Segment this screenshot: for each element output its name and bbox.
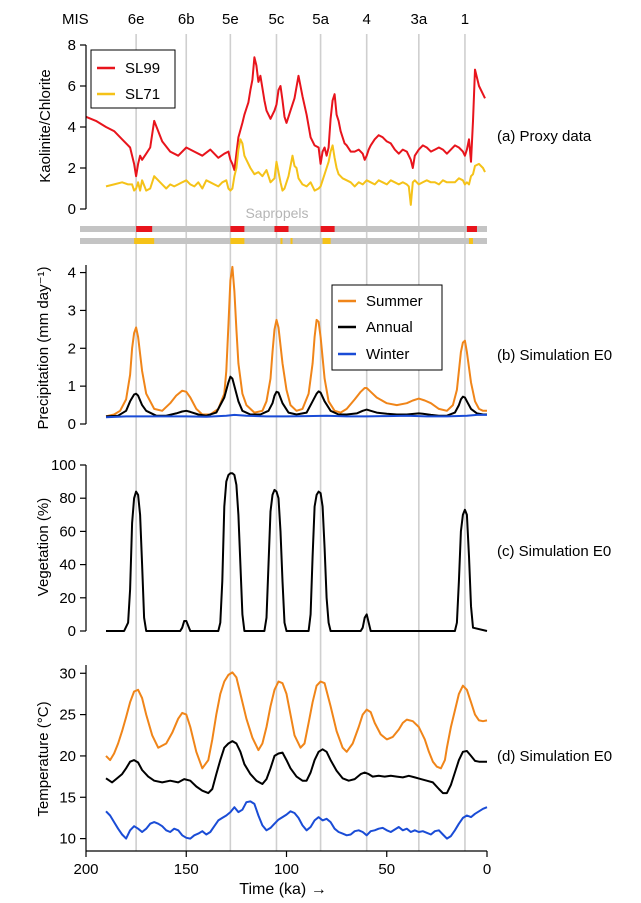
- legend-b-label-1: Annual: [366, 319, 413, 336]
- panel-d-label: (d) Simulation E0: [497, 748, 612, 765]
- y-tick-label-2-40: 40: [59, 557, 76, 574]
- mis-label-5a: 5a: [312, 11, 329, 28]
- sapropel-sl71-4: [322, 238, 331, 244]
- y-tick-label-1-1: 1: [68, 378, 76, 395]
- mis-label-6e: 6e: [128, 11, 145, 28]
- legend-b-label-0: Summer: [366, 293, 423, 310]
- legend-a-label-0: SL99: [125, 60, 160, 77]
- sapropel-sl71-2: [280, 238, 283, 244]
- y-tick-label-2-60: 60: [59, 523, 76, 540]
- sapropel-track-sl71: [80, 238, 487, 244]
- series-0-sl99: [85, 56, 486, 178]
- y-tick-label-3-25: 25: [59, 707, 76, 724]
- mis-label-5c: 5c: [269, 11, 285, 28]
- legend-a: SL99 SL71: [90, 49, 176, 109]
- axes: [80, 44, 488, 857]
- mis-label-6b: 6b: [178, 11, 195, 28]
- y-tick-label-3-20: 20: [59, 748, 76, 765]
- x-tick-label-50: 50: [378, 861, 395, 878]
- y-tick-label-0-6: 6: [68, 78, 76, 95]
- mis-header: MIS: [62, 11, 89, 28]
- panel-d-ylabel: Temperature (°C): [35, 701, 52, 816]
- y-tick-label-3-15: 15: [59, 789, 76, 806]
- y-tick-label-2-100: 100: [51, 457, 76, 474]
- y-tick-label-0-8: 8: [68, 37, 76, 54]
- y-tick-label-2-80: 80: [59, 490, 76, 507]
- sapropel-sl71-0: [134, 238, 155, 244]
- series-lines: [85, 56, 488, 840]
- y-tick-label-3-10: 10: [59, 831, 76, 848]
- sapropel-sl99-3: [320, 226, 335, 232]
- panel-b-label: (b) Simulation E0: [497, 347, 612, 364]
- y-tick-label-3-30: 30: [59, 665, 76, 682]
- legend-b: Summer Annual Winter: [331, 284, 443, 371]
- y-tick-label-2-20: 20: [59, 590, 76, 607]
- series-3-winter: [105, 800, 488, 840]
- series-2-line: [106, 472, 488, 632]
- y-tick-label-0-2: 2: [68, 160, 76, 177]
- x-axis-label: Time (ka) →: [239, 881, 326, 898]
- y-tick-label-2-0: 0: [68, 623, 76, 640]
- y-tick-label-0-0: 0: [68, 201, 76, 218]
- sapropel-sl99-1: [230, 226, 245, 232]
- sapropel-sl71-1: [230, 238, 245, 244]
- legend-b-label-2: Winter: [366, 346, 409, 363]
- series-0-sl71: [105, 138, 486, 206]
- labels: MIS Time (ka) → Sapropels (a) Proxy data…: [35, 11, 612, 898]
- legend-a-label-1: SL71: [125, 86, 160, 103]
- y-tick-label-0-4: 4: [68, 119, 76, 136]
- y-tick-label-1-4: 4: [68, 265, 76, 282]
- series-3-summer: [105, 671, 488, 770]
- panel-c-label: (c) Simulation E0: [497, 543, 611, 560]
- mis-label-5e: 5e: [222, 11, 239, 28]
- panel-c-ylabel: Vegetation (%): [35, 498, 52, 596]
- mis-label-4: 4: [363, 11, 371, 28]
- x-tick-label-150: 150: [174, 861, 199, 878]
- x-tick-label-0: 0: [483, 861, 491, 878]
- panel-a-ylabel: Kaolinite/Chlorite: [37, 69, 54, 182]
- sapropel-sl71-3: [290, 238, 293, 244]
- sapropels-label: Sapropels: [245, 205, 308, 221]
- y-tick-label-1-2: 2: [68, 340, 76, 357]
- sapropel-sl99-0: [136, 226, 153, 232]
- series-3-annual: [105, 740, 487, 795]
- sapropel-sl99-4: [466, 226, 477, 232]
- x-tick-label-100: 100: [274, 861, 299, 878]
- mis-label-1: 1: [461, 11, 469, 28]
- series-1-winter: [105, 413, 487, 419]
- panel-a-label: (a) Proxy data: [497, 128, 592, 145]
- series-1-summer: [105, 265, 487, 418]
- mis-label-3a: 3a: [410, 11, 427, 28]
- panel-b-ylabel: Precipitation (mm day⁻¹): [35, 267, 52, 430]
- sapropel-bars: [80, 226, 487, 244]
- sapropel-sl71-5: [468, 238, 473, 244]
- y-tick-label-1-0: 0: [68, 416, 76, 433]
- x-tick-label-200: 200: [73, 861, 98, 878]
- sapropel-sl99-2: [274, 226, 289, 232]
- y-tick-label-1-3: 3: [68, 302, 76, 319]
